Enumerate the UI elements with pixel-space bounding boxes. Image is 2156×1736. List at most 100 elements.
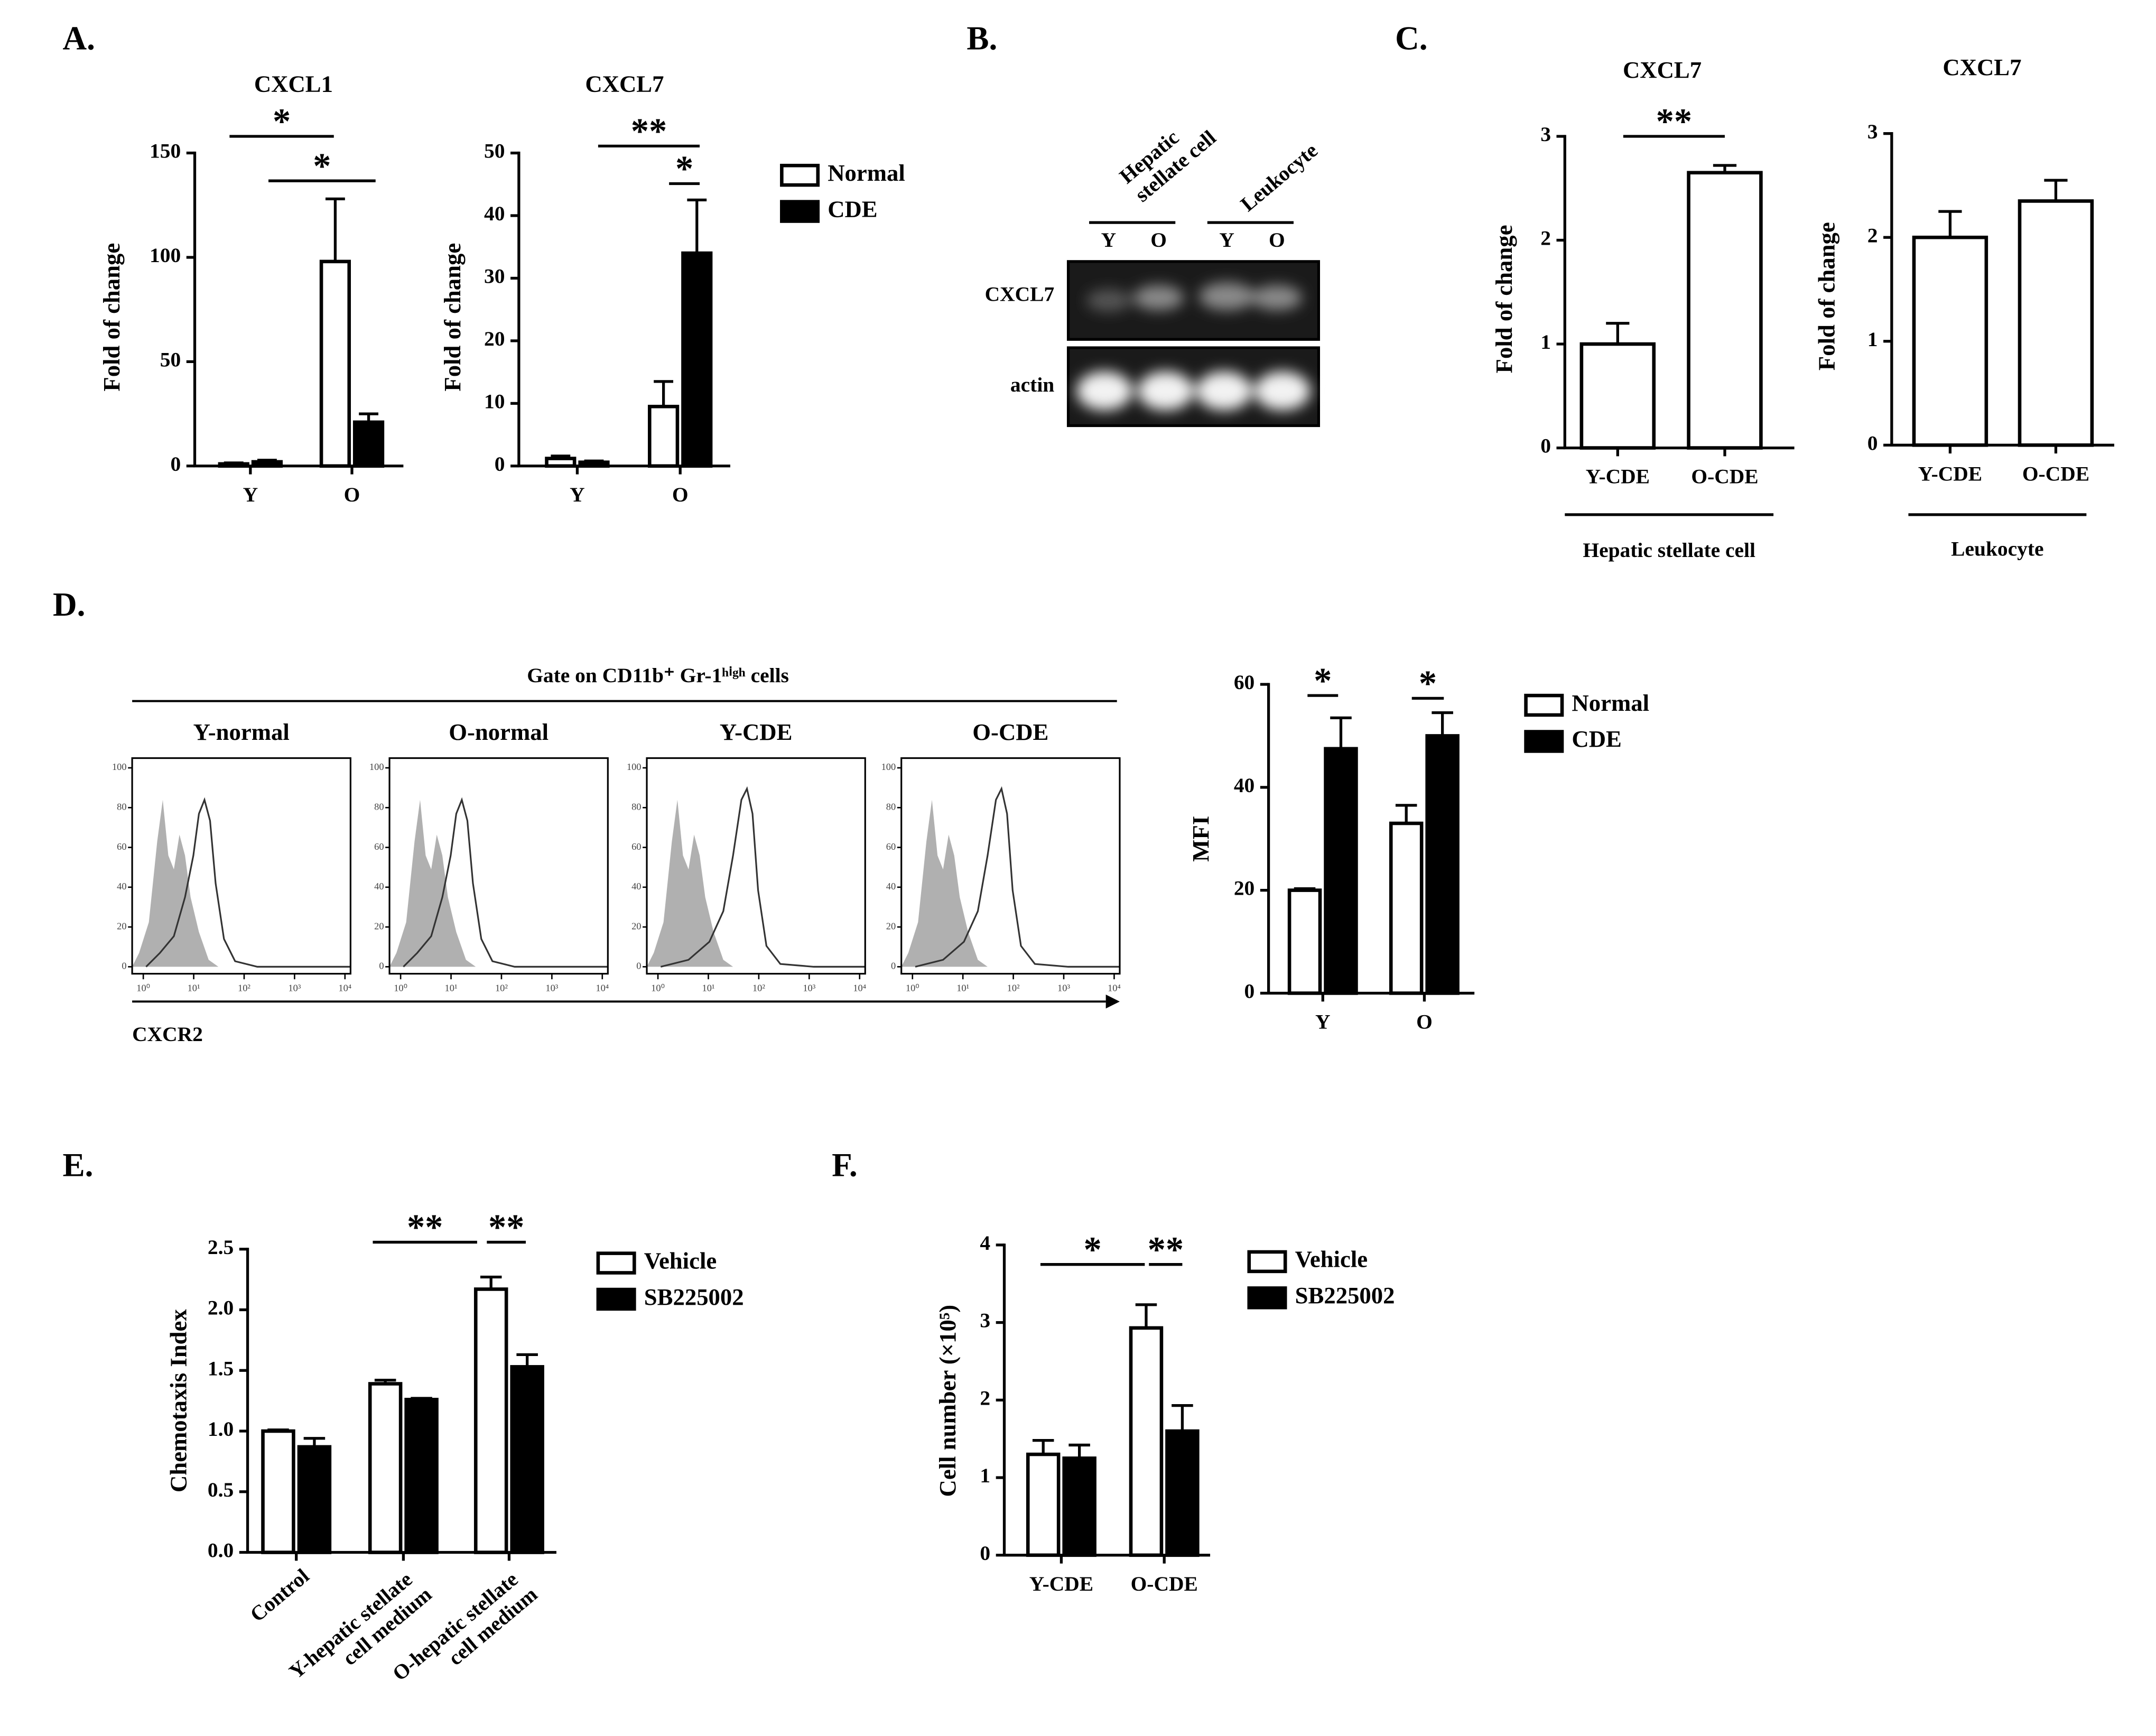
significance-label: * [1314,661,1332,701]
significance-label: ** [407,1207,443,1247]
y-tick-label: 80 [631,801,641,812]
y-axis-label: Fold of change [439,243,466,392]
lane-label: Y [1101,228,1117,252]
y-tick-label: 0.5 [208,1478,234,1501]
x-tick-label: 10² [495,983,508,994]
x-tick-label: Y-CDE [1029,1572,1093,1595]
y-tick-label: 2.5 [208,1236,234,1259]
bar [1687,171,1763,450]
legend-swatch [596,1251,636,1275]
bar [510,1365,544,1554]
bar [545,457,577,468]
legend-swatch [1247,1250,1287,1274]
x-tick-label: 10³ [1057,983,1070,994]
legend-label: Vehicle [1295,1246,1368,1273]
x-tick-label: Y [243,483,258,506]
bar [647,404,680,468]
y-axis-label: Chemotaxis Index [165,1309,191,1492]
legend-label: CDE [828,196,877,222]
y-tick-label: 60 [886,841,896,852]
bar [473,1287,508,1554]
y-tick-label: 100 [627,762,642,772]
lane-group-label: Hepatic stellate cell [1115,107,1220,207]
y-tick-label: 60 [1234,671,1254,694]
y-tick-label: 1 [1867,328,1878,351]
y-tick-label: 20 [117,921,126,931]
bar [1579,342,1656,450]
bar [1425,734,1460,995]
chart-title: CXCL7 [1623,57,1702,83]
y-tick-label: 50 [160,348,181,371]
legend-label: SB225002 [1295,1282,1395,1308]
y-tick-label: 150 [150,140,181,163]
x-tick-label: 10³ [545,983,558,994]
bar [352,420,385,468]
y-tick-label: 40 [374,881,384,892]
y-tick-label: 80 [886,801,896,812]
panel-title: O-normal [449,719,549,745]
y-tick-label: 1.5 [208,1357,234,1380]
x-tick-label: O [344,483,360,506]
bar [1389,821,1424,995]
legend-label: Vehicle [644,1247,717,1274]
y-tick-label: 100 [369,762,384,772]
x-tick-label: 10¹ [445,983,458,994]
significance-label: ** [1148,1229,1184,1269]
panel-label: E. [62,1147,93,1184]
y-tick-label: 0 [636,961,641,971]
y-tick-label: 2 [1867,224,1878,247]
x-tick-label: Control [246,1564,314,1627]
legend-label: SB225002 [644,1284,744,1310]
x-tick-label: Y-CDE [1586,465,1650,488]
y-tick-label: 0 [1540,434,1551,458]
significance-label: ** [631,111,667,151]
panel-title: Y-CDE [720,719,793,745]
x-tick-label: 10¹ [702,983,715,994]
histogram-isotype [132,800,219,967]
y-tick-label: 40 [886,881,896,892]
histogram-isotype [901,800,988,967]
x-tick-label: 10⁰ [651,983,665,994]
y-tick-label: 3 [980,1309,990,1332]
x-tick-label: O [1416,1010,1433,1033]
x-tick-label: O-CDE [2022,462,2089,485]
x-tick-label: Y-CDE [1918,462,1982,485]
y-tick-label: 3 [1867,120,1878,143]
panel-label: A. [62,20,95,57]
x-tick-label: 10⁰ [136,983,150,994]
x-tick-label: 10³ [803,983,815,994]
legend-swatch [1524,730,1564,753]
arrow-head [1105,995,1120,1009]
lane-group-label: Leukocyte [1236,138,1322,216]
y-tick-label: 60 [631,841,641,852]
row-label: actin [1010,373,1054,396]
bar [2018,199,2094,447]
y-tick-label: 20 [886,921,896,931]
x-tick-label: 10⁴ [1108,983,1121,994]
y-tick-label: 80 [374,801,384,812]
y-tick-label: 30 [484,265,505,288]
lane-label: O [1150,228,1167,252]
legend-label: CDE [1572,726,1621,752]
y-tick-label: 2 [1540,227,1551,250]
y-tick-label: 0 [170,452,181,476]
x-tick-label: 10² [238,983,250,994]
y-tick-label: 100 [881,762,896,772]
y-axis-label: Fold of change [98,243,125,392]
x-tick-label: 10⁴ [338,983,351,994]
y-tick-label: 100 [112,762,127,772]
y-tick-label: 3 [1540,123,1551,146]
significance-label: * [313,146,331,186]
y-tick-label: 20 [1234,877,1254,900]
bar [1287,888,1322,995]
legend-swatch [1247,1286,1287,1310]
y-tick-label: 80 [117,801,126,812]
x-axis-label: CXCR2 [132,1023,203,1046]
y-axis-label: Cell number (×10⁵) [934,1305,961,1497]
y-tick-label: 1.0 [208,1417,234,1441]
legend-swatch [596,1287,636,1311]
bar [218,462,249,468]
y-tick-label: 40 [484,202,505,225]
legend-label: Normal [1572,690,1649,716]
y-axis-label: MFI [1187,816,1214,862]
